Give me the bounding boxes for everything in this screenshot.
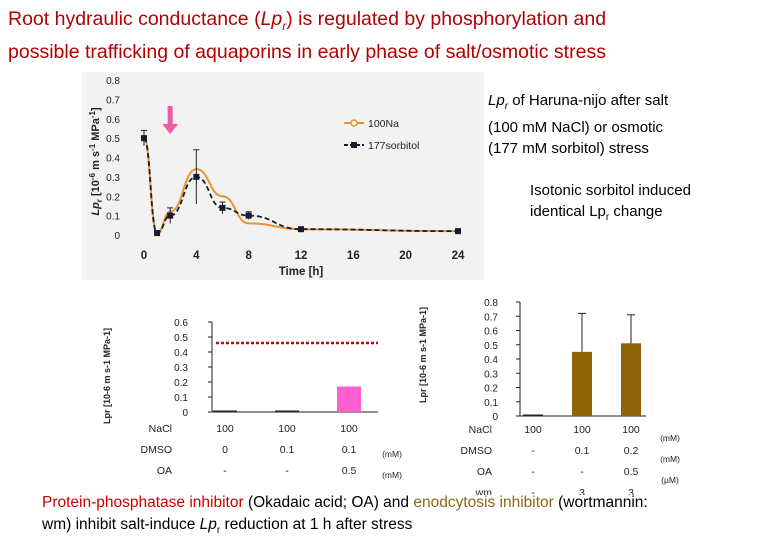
wortmannin-bar-chart: 0 0.1 0.2 0.3 0.4 0.5 0.6 0.7 0.8 Lpr [10-6 m s-1… (418, 298, 680, 495)
x-tick-label: 4 (193, 250, 200, 262)
condition-value: 100 (573, 424, 591, 436)
condition-label: NaCl (149, 423, 172, 435)
condition-value: - (531, 466, 535, 478)
y-tick-label: 0.1 (106, 212, 120, 223)
legend-label: 177sorbitol (368, 140, 419, 152)
y-tick-label: 0.4 (484, 355, 498, 366)
y-tick-label: 0.1 (484, 398, 498, 409)
data-point (219, 204, 226, 211)
condition-value: - (531, 445, 535, 457)
y-tick-label: 0.8 (484, 298, 498, 309)
condition-label: DMSO (141, 444, 173, 456)
bar (275, 410, 299, 412)
note-isotonic: Isotonic sorbitol induced identical Lpr … (530, 182, 691, 223)
bar (213, 410, 237, 412)
condition-value: - (531, 487, 535, 495)
bar (523, 414, 543, 416)
x-axis-label: Time [h] (279, 266, 324, 278)
y-tick-label: 0.8 (106, 76, 120, 87)
y-axis-label: Lpr [10-6 m s-1 MPa-1] (418, 307, 428, 403)
time-course-chart: 0 0.1 0.2 0.3 0.4 0.5 0.6 0.7 0.8 0 4 8 12 16 20 24 Time… (82, 72, 484, 280)
conclusion-text: Protein-phosphatase inhibitor (Okadaic a… (42, 494, 648, 537)
slide-title: Root hydraulic conductance (Lpr) is regu… (8, 8, 607, 63)
data-point (154, 230, 161, 237)
condition-value: 100 (278, 423, 296, 435)
note-salt-osmotic: Lpr of Haruna-nijo after salt (100 mM Na… (488, 92, 669, 157)
condition-value: 0.1 (342, 444, 357, 456)
condition-value: 0.5 (624, 466, 639, 478)
unit-label: (mM) (660, 433, 680, 443)
y-tick-label: 0.4 (174, 348, 188, 359)
condition-label: wm (475, 487, 493, 495)
unit-label: (mM) (660, 454, 680, 464)
y-tick-label: 0.7 (106, 95, 120, 106)
unit-label: (mM) (382, 470, 402, 480)
y-tick-label: 0 (492, 412, 498, 423)
y-tick-label: 0.2 (174, 378, 188, 389)
unit-label: (µM) (661, 475, 679, 485)
bar (337, 386, 361, 412)
legend-label: 100Na (368, 118, 399, 130)
y-tick-label: 0.7 (484, 312, 498, 323)
condition-value: 0 (222, 444, 228, 456)
okadaic-acid-bar-chart: 0 0.1 0.2 0.3 0.4 0.5 0.6 Lpr [10-6 m s-1 MPa-1… (102, 318, 402, 480)
condition-value: 0.1 (575, 445, 590, 457)
x-tick-label: 16 (347, 250, 360, 262)
legend-marker (351, 142, 357, 148)
condition-value: 0.2 (624, 445, 639, 457)
y-tick-label: 0 (114, 231, 120, 242)
y-tick-label: 0.3 (174, 363, 188, 374)
x-tick-label: 8 (245, 250, 252, 262)
condition-label: DMSO (461, 445, 493, 457)
condition-value: 100 (622, 424, 640, 436)
data-point (167, 212, 174, 219)
legend-marker (350, 119, 358, 127)
unit-label: (mM) (382, 449, 402, 459)
x-tick-label: 12 (295, 250, 308, 262)
condition-value: - (223, 465, 227, 477)
time-marker-arrow-icon (162, 124, 179, 134)
y-axis-label: Lpr [10-6 m s-1 MPa-1] (88, 107, 104, 216)
y-tick-label: 0.1 (174, 393, 188, 404)
data-point (245, 212, 252, 219)
data-point (141, 135, 147, 142)
y-tick-label: 0.6 (484, 327, 498, 338)
condition-value: 0.5 (342, 465, 357, 477)
y-tick-label: 0.5 (174, 333, 188, 344)
y-tick-label: 0.6 (174, 318, 188, 329)
condition-value: 100 (216, 423, 234, 435)
data-point (298, 226, 304, 233)
y-tick-label: 0.5 (484, 341, 498, 352)
y-tick-label: 0.2 (484, 384, 498, 395)
y-axis-label: Lpr [10-6 m s-1 MPa-1] (102, 328, 112, 424)
data-point (455, 228, 461, 235)
condition-value: - (285, 465, 289, 477)
x-tick-label: 0 (141, 250, 147, 262)
condition-label: NaCl (469, 424, 492, 436)
data-point (193, 173, 200, 180)
bar (572, 351, 592, 416)
condition-value: 3 (628, 487, 634, 495)
condition-value: 0.1 (280, 444, 295, 456)
y-tick-label: 0.2 (106, 192, 120, 203)
condition-label: OA (477, 466, 492, 478)
condition-value: 100 (524, 424, 542, 436)
x-tick-label: 24 (452, 250, 465, 262)
condition-value: 3 (579, 487, 585, 495)
y-tick-label: 0 (182, 408, 188, 419)
x-tick-label: 20 (399, 250, 412, 262)
condition-value: 100 (340, 423, 358, 435)
condition-value: - (580, 466, 584, 478)
y-tick-label: 0.5 (106, 134, 120, 145)
y-tick-label: 0.6 (106, 115, 120, 126)
chart-background (82, 72, 484, 280)
bar (621, 343, 641, 416)
y-tick-label: 0.3 (484, 369, 498, 380)
y-tick-label: 0.3 (106, 173, 120, 184)
condition-label: OA (157, 465, 172, 477)
y-tick-label: 0.4 (106, 154, 120, 165)
